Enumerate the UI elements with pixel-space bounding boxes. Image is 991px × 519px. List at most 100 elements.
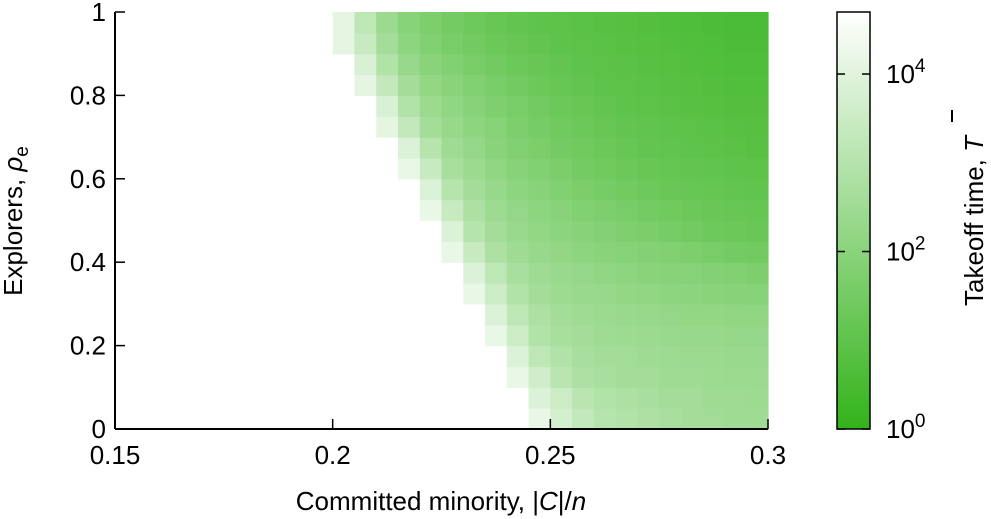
heatmap-cell (419, 12, 443, 34)
heatmap-cell (528, 53, 551, 76)
heatmap-cell (463, 137, 486, 159)
heatmap-cell (593, 345, 617, 368)
heatmap-cell (724, 74, 747, 96)
colorbar-ticks: 100 102 104 (837, 56, 926, 444)
heatmap-cell (528, 324, 551, 347)
heatmap-cell (746, 53, 769, 76)
heatmap-cell (528, 303, 551, 326)
heatmap-cell (615, 74, 638, 96)
colorbar (836, 11, 871, 430)
heatmap-cell (637, 95, 660, 117)
heatmap-cell (702, 157, 726, 180)
heatmap-cell (724, 366, 747, 388)
y-tick-label: 0.4 (70, 247, 106, 277)
heatmap-cell (572, 303, 595, 326)
heatmap-cell (485, 178, 508, 201)
heatmap-cell (506, 137, 530, 159)
heatmap-cell (550, 53, 573, 76)
heatmap-cell (528, 116, 551, 138)
heatmap-cell (441, 116, 464, 138)
heatmap-cell (746, 157, 769, 180)
colorbar-tick-label: 104 (886, 56, 926, 89)
heatmap-cell (441, 12, 464, 34)
heatmap-cell (593, 157, 617, 180)
heatmap-cell (746, 324, 769, 347)
heatmap-cell (615, 220, 638, 242)
heatmap-cell (659, 324, 682, 347)
heatmap-cell (419, 137, 443, 159)
heatmap-cell (528, 283, 551, 305)
heatmap-cell (659, 74, 682, 96)
heatmap-cell (680, 157, 704, 180)
heatmap-cell (485, 32, 508, 55)
heatmap-cell (746, 387, 769, 409)
heatmap-cell (354, 74, 377, 96)
y-tick-label: 0 (92, 414, 106, 444)
heatmap-cell (659, 178, 682, 201)
heatmap-cell (572, 137, 595, 159)
heatmap-cell (506, 95, 530, 117)
heatmap-cell (485, 116, 508, 138)
heatmap-cell (506, 324, 530, 347)
heatmap-cell (506, 157, 530, 180)
heatmap-cell (593, 220, 617, 242)
heatmap-cell (397, 74, 421, 96)
heatmap-cell (680, 366, 704, 388)
heatmap-cell (485, 220, 508, 242)
heatmap-cell (506, 12, 530, 34)
heatmap-cell (593, 324, 617, 347)
heatmap-cell (550, 157, 573, 180)
heatmap-cell (615, 32, 638, 55)
heatmap-cell (680, 12, 704, 34)
heatmap-cell (724, 12, 747, 34)
heatmap-cell (680, 220, 704, 242)
heatmap-cell (419, 53, 443, 76)
heatmap-cell (724, 303, 747, 326)
heatmap-cell (593, 366, 617, 388)
heatmap-cell (441, 220, 464, 242)
heatmap-cell (419, 157, 443, 180)
heatmap-cell (702, 387, 726, 409)
heatmap-cell (615, 366, 638, 388)
heatmap-cell (746, 12, 769, 34)
heatmap-cell (637, 283, 660, 305)
heatmap-cell (615, 199, 638, 222)
heatmap-cell (746, 178, 769, 201)
heatmap-cell (354, 53, 377, 76)
heatmap-cell (572, 74, 595, 96)
heatmap-cell (659, 95, 682, 117)
x-tick-label: 0.2 (315, 440, 351, 470)
heatmap-cell (550, 387, 573, 409)
colorbar-tick-label: 100 (886, 411, 926, 444)
heatmap-cell (724, 262, 747, 284)
heatmap-cell (485, 262, 508, 284)
heatmap-cell (397, 12, 421, 34)
heatmap-cell (572, 178, 595, 201)
heatmap-cell (397, 137, 421, 159)
heatmap-cell (724, 345, 747, 368)
y-tick-label: 0.6 (70, 164, 106, 194)
y-tick-label: 0.8 (70, 80, 106, 110)
heatmap-cell (506, 241, 530, 263)
heatmap-cell (637, 74, 660, 96)
heatmap-cell (615, 53, 638, 76)
heatmap-cell (724, 32, 747, 55)
heatmap-cell (746, 408, 769, 430)
heatmap-cell (593, 95, 617, 117)
x-axis-ticks: 0.15 0.2 0.25 0.3 (90, 419, 786, 470)
heatmap-cell (506, 283, 530, 305)
heatmap-cell (680, 262, 704, 284)
heatmap-cell (702, 74, 726, 96)
heatmap-cell (593, 53, 617, 76)
y-axis-ticks: 0 0.2 0.4 0.6 0.8 1 (70, 0, 125, 444)
heatmap-cell (615, 387, 638, 409)
heatmap-cell (593, 283, 617, 305)
heatmap-cell (550, 283, 573, 305)
heatmap-cell (746, 199, 769, 222)
heatmap-cell (593, 12, 617, 34)
heatmap-cell (376, 95, 399, 117)
y-tick-label: 1 (92, 0, 106, 27)
heatmap-cell (637, 262, 660, 284)
heatmap-cell (463, 199, 486, 222)
heatmap-cell (550, 116, 573, 138)
